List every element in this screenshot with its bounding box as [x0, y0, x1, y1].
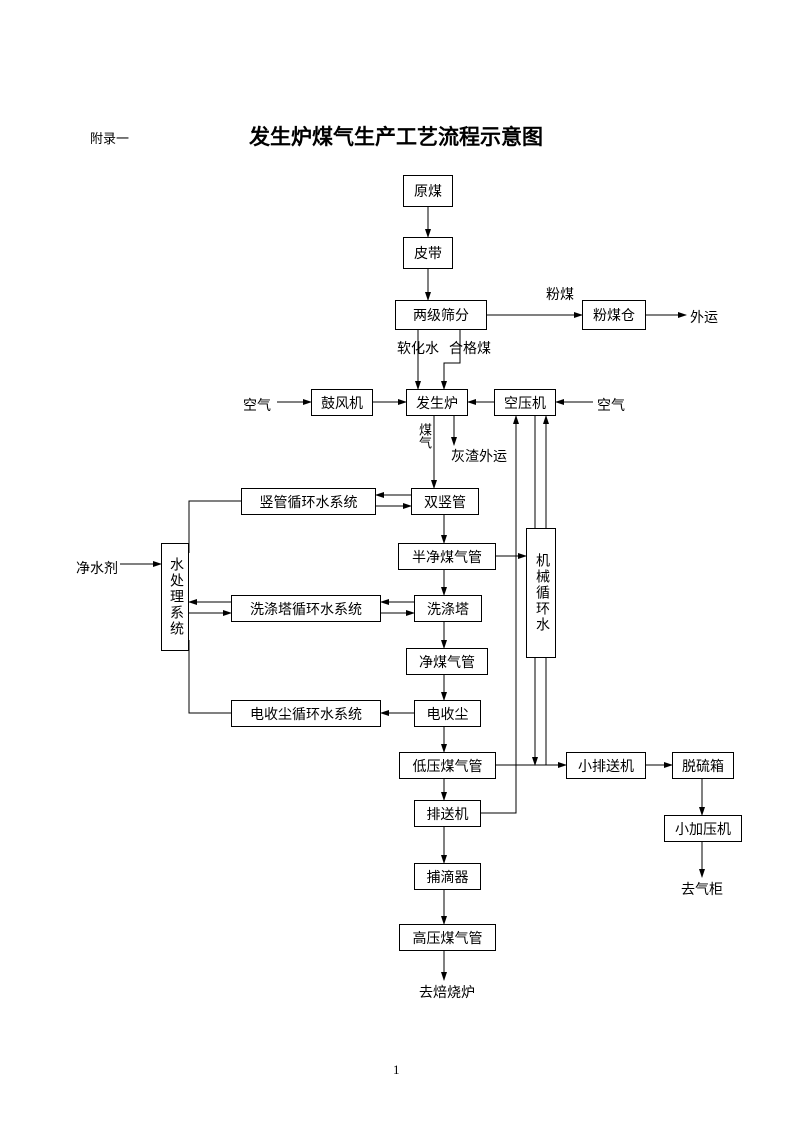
label-air_left: 空气: [243, 395, 271, 415]
appendix-label: 附录一: [90, 128, 129, 147]
node-esp_sys: 电收尘循环水系统: [231, 700, 381, 727]
node-lp_pipe: 低压煤气管: [399, 752, 496, 779]
node-scrubber: 洗涤塔: [414, 595, 482, 622]
edges-svg: [0, 0, 793, 1122]
node-small_fan: 小排送机: [566, 752, 646, 779]
node-clean_pipe: 净煤气管: [406, 648, 488, 675]
node-fine_bin: 粉煤仓: [582, 300, 646, 330]
node-belt: 皮带: [403, 237, 453, 269]
node-gasifier: 发生炉: [406, 389, 468, 416]
node-compressor: 空压机: [494, 389, 556, 416]
node-fan: 排送机: [414, 800, 481, 827]
label-air_right: 空气: [597, 395, 625, 415]
node-riser_sys: 竖管循环水系统: [241, 488, 376, 515]
node-small_comp: 小加压机: [664, 815, 742, 842]
node-blower: 鼓风机: [311, 389, 373, 416]
node-esp: 电收尘: [414, 700, 481, 727]
flowchart-canvas: 原煤皮带两级筛分 粉煤仓鼓风机 发生炉空压机双竖管 竖管循环水系统半净煤气管洗涤塔 洗涤…: [0, 0, 793, 1122]
node-hp_pipe: 高压煤气管: [399, 924, 496, 951]
label-ash_out: 灰渣外运: [451, 446, 507, 466]
page-number: 1: [393, 1062, 400, 1078]
node-desulf: 脱硫箱: [672, 752, 734, 779]
node-water_sys: 水处理系统: [161, 543, 189, 651]
label-out_ship: 外运: [690, 307, 718, 327]
label-qualified: 合格煤: [449, 338, 491, 358]
label-to_kiln: 去焙烧炉: [419, 982, 475, 1002]
node-scrubber_sys: 洗涤塔循环水系统: [231, 595, 381, 622]
label-soft_water: 软化水: [397, 338, 439, 358]
node-demister: 捕滴器: [414, 863, 481, 890]
node-raw_coal: 原煤: [403, 175, 453, 207]
label-purifier: 净水剂: [76, 558, 118, 578]
node-riser: 双竖管: [411, 488, 479, 515]
node-mech_water: 机械循环水: [526, 528, 556, 658]
node-semi_pipe: 半净煤气管: [398, 543, 496, 570]
node-screen: 两级筛分: [395, 300, 487, 330]
label-fine_coal: 粉煤: [546, 284, 574, 304]
page-title: 发生炉煤气生产工艺流程示意图: [249, 121, 543, 151]
label-coal_gas: 煤气: [415, 423, 434, 449]
label-to_tank: 去气柜: [681, 879, 723, 899]
